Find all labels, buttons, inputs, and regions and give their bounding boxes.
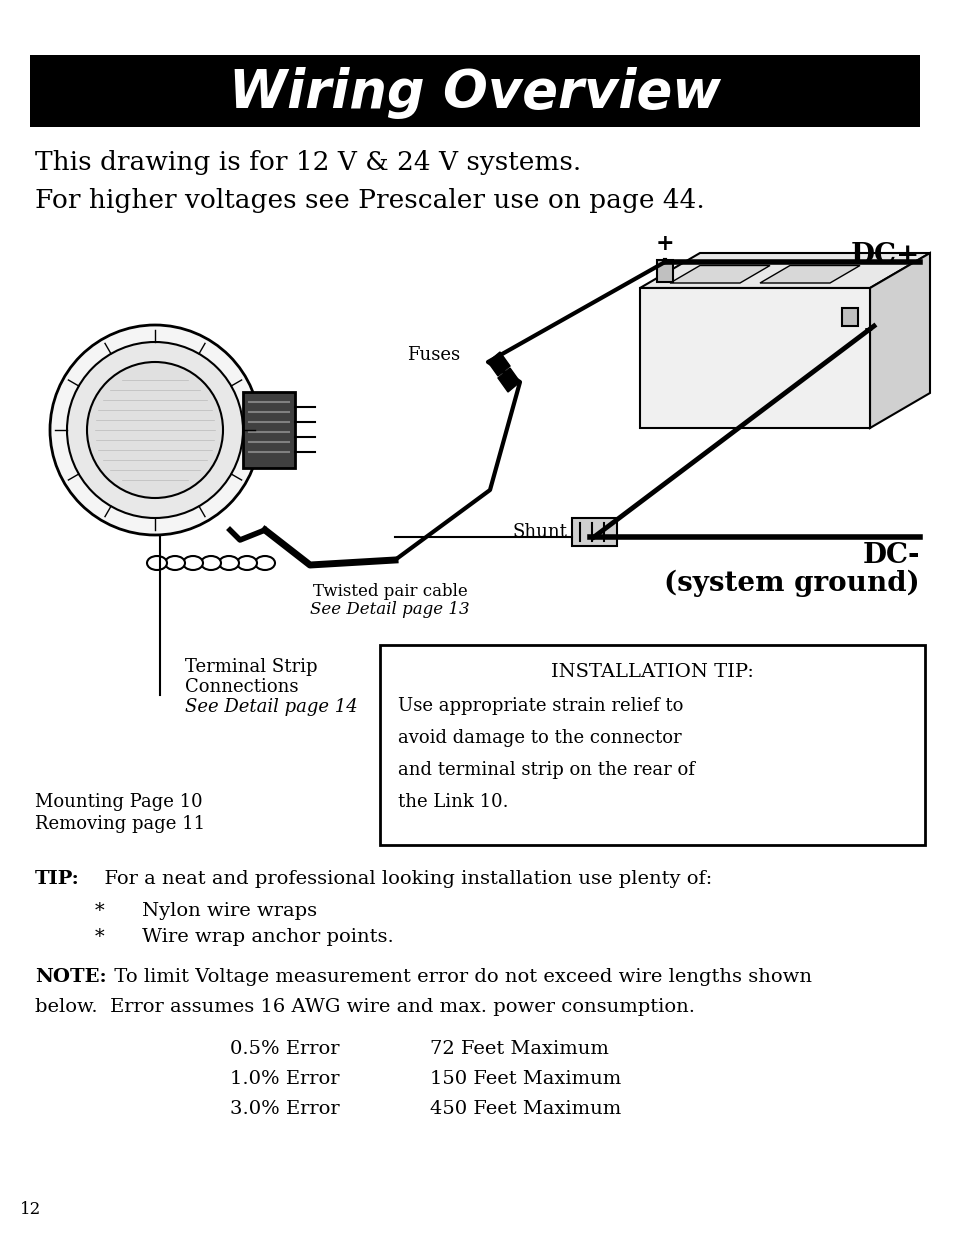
Polygon shape — [488, 352, 510, 375]
Circle shape — [50, 325, 260, 535]
Text: For a neat and professional looking installation use plenty of:: For a neat and professional looking inst… — [91, 869, 712, 888]
Text: To limit Voltage measurement error do not exceed wire lengths shown: To limit Voltage measurement error do no… — [108, 968, 811, 986]
Polygon shape — [869, 253, 929, 429]
Text: Removing page 11: Removing page 11 — [35, 815, 205, 832]
Text: below.  Error assumes 16 AWG wire and max. power consumption.: below. Error assumes 16 AWG wire and max… — [35, 998, 695, 1016]
Polygon shape — [669, 266, 769, 283]
Text: For higher voltages see Prescaler use on page 44.: For higher voltages see Prescaler use on… — [35, 188, 704, 212]
Text: Twisted pair cable: Twisted pair cable — [313, 583, 467, 600]
Circle shape — [67, 342, 243, 517]
Bar — [30, 56, 919, 127]
Text: TIP:: TIP: — [35, 869, 80, 888]
Text: (system ground): (system ground) — [663, 571, 919, 598]
Text: NOTE:: NOTE: — [35, 968, 107, 986]
Text: 1.0% Error: 1.0% Error — [230, 1070, 339, 1088]
Text: -: - — [862, 319, 872, 341]
Ellipse shape — [219, 556, 239, 571]
Ellipse shape — [183, 556, 203, 571]
Text: INSTALLATION TIP:: INSTALLATION TIP: — [551, 663, 753, 680]
Ellipse shape — [165, 556, 185, 571]
Text: DC+: DC+ — [850, 242, 919, 269]
Ellipse shape — [236, 556, 256, 571]
Text: Terminal Strip: Terminal Strip — [185, 658, 317, 676]
Text: See Detail page 14: See Detail page 14 — [185, 698, 357, 716]
Bar — [379, 645, 924, 845]
Text: Wiring Overview: Wiring Overview — [229, 67, 720, 119]
Text: 3.0% Error: 3.0% Error — [230, 1100, 339, 1118]
Polygon shape — [639, 253, 929, 288]
Text: Connections: Connections — [185, 678, 298, 697]
Text: 72 Feet Maximum: 72 Feet Maximum — [430, 1040, 608, 1058]
Text: 0.5% Error: 0.5% Error — [230, 1040, 339, 1058]
Bar — [243, 391, 294, 468]
Text: *      Nylon wire wraps: * Nylon wire wraps — [95, 902, 316, 920]
Text: and terminal strip on the rear of: and terminal strip on the rear of — [397, 761, 694, 779]
Text: 450 Feet Maximum: 450 Feet Maximum — [430, 1100, 620, 1118]
Text: This drawing is for 12 V & 24 V systems.: This drawing is for 12 V & 24 V systems. — [35, 149, 580, 175]
Circle shape — [87, 362, 223, 498]
Ellipse shape — [201, 556, 221, 571]
Text: +: + — [655, 233, 674, 254]
Bar — [639, 288, 869, 429]
Text: 150 Feet Maximum: 150 Feet Maximum — [430, 1070, 620, 1088]
Text: *      Wire wrap anchor points.: * Wire wrap anchor points. — [95, 927, 394, 946]
Text: Mounting Page 10: Mounting Page 10 — [35, 793, 202, 811]
Text: avoid damage to the connector: avoid damage to the connector — [397, 729, 680, 747]
Ellipse shape — [254, 556, 274, 571]
Text: See Detail page 13: See Detail page 13 — [310, 601, 469, 618]
Bar — [841, 308, 857, 326]
Text: DC-: DC- — [862, 542, 919, 569]
Polygon shape — [497, 368, 519, 391]
Bar — [572, 517, 617, 546]
Text: Use appropriate strain relief to: Use appropriate strain relief to — [397, 697, 682, 715]
Bar — [657, 261, 672, 282]
Text: Fuses: Fuses — [406, 346, 459, 364]
Text: the Link 10.: the Link 10. — [397, 793, 508, 811]
Text: 12: 12 — [20, 1200, 41, 1218]
Text: Shunt: Shunt — [512, 522, 566, 541]
Ellipse shape — [147, 556, 167, 571]
Polygon shape — [760, 266, 859, 283]
